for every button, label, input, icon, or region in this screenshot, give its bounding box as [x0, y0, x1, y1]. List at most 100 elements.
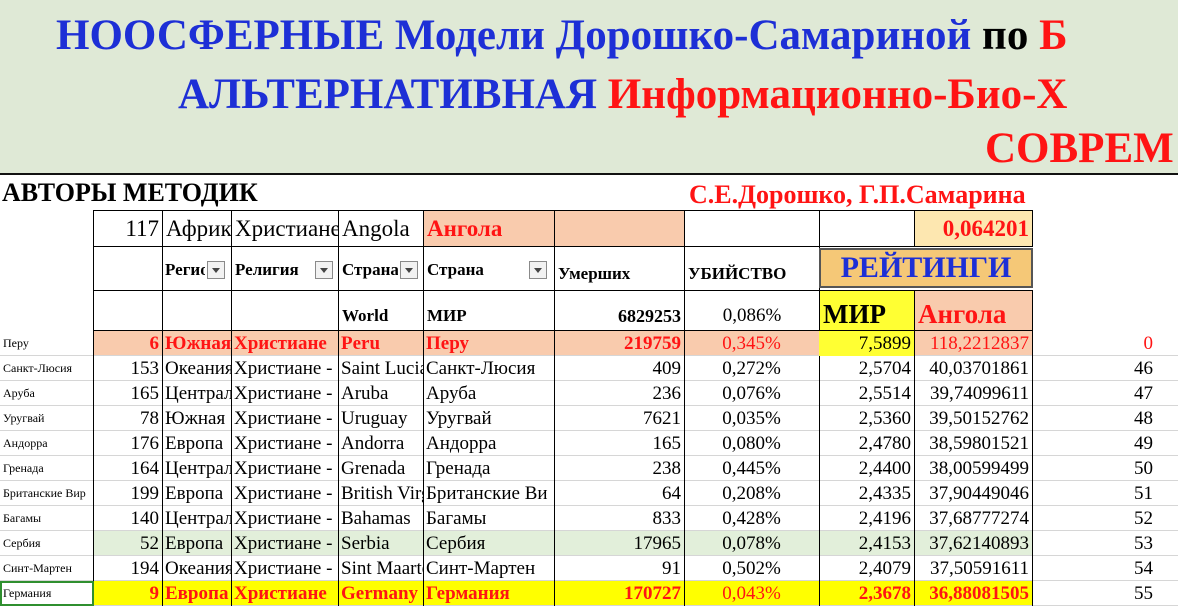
world-percent[interactable]: 0,086% [684, 290, 820, 331]
row-percent[interactable]: 0,078% [684, 531, 820, 556]
row-rating-world[interactable]: 2,4400 [819, 456, 915, 481]
row-country-ru[interactable]: Британские Ви [423, 481, 555, 506]
row-religion[interactable]: Христиане - [231, 531, 339, 556]
row-rating-country[interactable]: 118,2212837 [914, 331, 1033, 356]
filter-country-ru-cell[interactable]: Ангола [423, 210, 555, 247]
row-num[interactable]: 164 [93, 456, 163, 481]
row-religion[interactable]: Христиане [231, 331, 339, 356]
row-percent[interactable]: 0,076% [684, 381, 820, 406]
row-num[interactable]: 9 [93, 581, 163, 606]
row-percent[interactable]: 0,445% [684, 456, 820, 481]
row-num[interactable]: 140 [93, 506, 163, 531]
row-country-en[interactable]: Peru [338, 331, 424, 356]
row-deaths[interactable]: 64 [554, 481, 685, 506]
row-country-en[interactable]: Aruba [338, 381, 424, 406]
row-num[interactable]: 153 [93, 356, 163, 381]
row-country-en[interactable]: Andorra [338, 431, 424, 456]
row-country-ru[interactable]: Гренада [423, 456, 555, 481]
row-percent[interactable]: 0,035% [684, 406, 820, 431]
row-region[interactable]: Европа [162, 431, 232, 456]
row-side-label[interactable]: Синт-Мартен [0, 556, 94, 581]
row-rank[interactable]: 0 [1143, 333, 1154, 354]
filter-num-cell[interactable]: 117 [93, 210, 163, 247]
row-rating-world[interactable]: 2,5514 [819, 381, 915, 406]
row-rating-world[interactable]: 2,5360 [819, 406, 915, 431]
row-region[interactable]: Южная [162, 406, 232, 431]
row-rank[interactable]: 54 [1134, 558, 1153, 579]
row-country-en[interactable]: Uruguay [338, 406, 424, 431]
row-side-label[interactable]: Уругвай [0, 406, 94, 431]
row-rank[interactable]: 51 [1134, 483, 1153, 504]
row-country-ru[interactable]: Синт-Мартен [423, 556, 555, 581]
row-religion[interactable]: Христиане - [231, 406, 339, 431]
row-rank[interactable]: 50 [1134, 458, 1153, 479]
row-country-en[interactable]: Bahamas [338, 506, 424, 531]
row-country-en[interactable]: British Virgin [338, 481, 424, 506]
row-num[interactable]: 194 [93, 556, 163, 581]
row-region[interactable]: Океания [162, 356, 232, 381]
row-rank[interactable]: 53 [1134, 533, 1153, 554]
row-rating-world[interactable]: 2,4780 [819, 431, 915, 456]
row-rating-country[interactable]: 38,59801521 [914, 431, 1033, 456]
filter-dropdown-icon[interactable] [315, 261, 333, 280]
row-country-en[interactable]: Serbia [338, 531, 424, 556]
row-deaths[interactable]: 165 [554, 431, 685, 456]
row-num[interactable]: 78 [93, 406, 163, 431]
row-deaths[interactable]: 833 [554, 506, 685, 531]
filter-region-cell[interactable]: Африка [162, 210, 232, 247]
filter-empty-cell-2[interactable] [819, 210, 915, 247]
row-deaths[interactable]: 170727 [554, 581, 685, 606]
row-country-en[interactable]: Grenada [338, 456, 424, 481]
row-rating-world[interactable]: 2,4335 [819, 481, 915, 506]
row-side-label[interactable]: Гренада [0, 456, 94, 481]
row-region[interactable]: Центральная [162, 456, 232, 481]
row-country-ru[interactable]: Сербия [423, 531, 555, 556]
row-rating-country[interactable]: 40,03701861 [914, 356, 1033, 381]
row-religion[interactable]: Христиане - [231, 556, 339, 581]
row-percent[interactable]: 0,428% [684, 506, 820, 531]
row-percent[interactable]: 0,345% [684, 331, 820, 356]
row-deaths[interactable]: 17965 [554, 531, 685, 556]
row-religion[interactable]: Христиане - [231, 456, 339, 481]
row-country-ru[interactable]: Аруба [423, 381, 555, 406]
row-deaths[interactable]: 409 [554, 356, 685, 381]
row-country-en[interactable]: Sint Maarten [338, 556, 424, 581]
header-region[interactable]: Регион [162, 246, 232, 291]
row-rating-country[interactable]: 37,62140893 [914, 531, 1033, 556]
filter-religion-cell[interactable]: Христиане [231, 210, 339, 247]
row-country-ru[interactable]: Перу [423, 331, 555, 356]
ratings-header[interactable]: РЕЙТИНГИ [819, 248, 1033, 288]
filter-dropdown-icon[interactable] [207, 261, 225, 280]
row-religion[interactable]: Христиане - [231, 381, 339, 406]
filter-value-cell[interactable]: 0,064201 [914, 210, 1033, 247]
row-rating-country[interactable]: 37,90449046 [914, 481, 1033, 506]
row-religion[interactable]: Христиане - [231, 431, 339, 456]
row-country-en[interactable]: Saint Lucia [338, 356, 424, 381]
row-rank[interactable]: 46 [1134, 358, 1153, 379]
row-rating-country[interactable]: 39,50152762 [914, 406, 1033, 431]
row-region[interactable]: Океания [162, 556, 232, 581]
country-rating-label[interactable]: Ангола [914, 290, 1033, 331]
row-country-ru[interactable]: Андорра [423, 431, 555, 456]
row-percent[interactable]: 0,080% [684, 431, 820, 456]
row-rank[interactable]: 52 [1134, 508, 1153, 529]
header-murder[interactable]: УБИЙСТВО [684, 246, 820, 291]
row-rating-country[interactable]: 36,88081505 [914, 581, 1033, 606]
row-side-label[interactable]: Перу [0, 331, 94, 356]
row-country-ru[interactable]: Санкт-Люсия [423, 356, 555, 381]
world-deaths[interactable]: 6829253 [554, 290, 685, 331]
row-side-label[interactable]: Аруба [0, 381, 94, 406]
row-religion[interactable]: Христиане - [231, 506, 339, 531]
world-rating-label[interactable]: МИР [819, 290, 915, 331]
row-num[interactable]: 199 [93, 481, 163, 506]
row-country-en[interactable]: Germany [338, 581, 424, 606]
filter-dropdown-icon[interactable] [400, 261, 418, 280]
header-deaths[interactable]: Умерших [554, 246, 685, 291]
filter-empty-peach-cell[interactable] [554, 210, 685, 247]
header-religion[interactable]: Религия [231, 246, 339, 291]
row-side-label[interactable]: Германия [0, 581, 94, 606]
row-deaths[interactable]: 91 [554, 556, 685, 581]
row-rating-world[interactable]: 7,5899 [819, 331, 915, 356]
row-rating-world[interactable]: 2,5704 [819, 356, 915, 381]
row-side-label[interactable]: Сербия [0, 531, 94, 556]
